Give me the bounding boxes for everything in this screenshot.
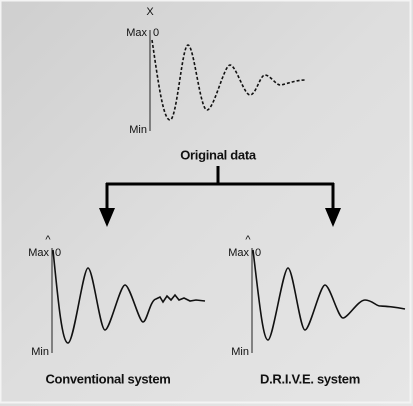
axis-label: X	[146, 6, 154, 18]
axis-label: ^	[245, 234, 251, 246]
max-label: Max	[28, 247, 49, 259]
curve	[151, 39, 306, 121]
zero-label: 0	[153, 27, 159, 39]
conventional-chart: ^ Max 0 Min Conventional system	[28, 234, 206, 386]
arrows	[105, 166, 335, 212]
caption: Original data	[180, 147, 257, 162]
curve	[252, 249, 406, 341]
caption: Conventional system	[45, 371, 170, 386]
arrow-head	[325, 208, 341, 227]
max-label: Max	[126, 27, 147, 39]
max-label: Max	[228, 247, 249, 259]
original-chart: X Max 0 Min Original data	[126, 6, 306, 162]
zero-label: 0	[255, 247, 261, 259]
min-label: Min	[129, 124, 147, 136]
caption: D.R.I.V.E. system	[260, 371, 360, 386]
drive-chart: ^ Max 0 Min D.R.I.V.E. system	[228, 234, 406, 386]
zero-label: 0	[55, 247, 61, 259]
curve	[52, 249, 206, 344]
axis-label: ^	[45, 234, 51, 246]
min-label: Min	[31, 346, 49, 358]
min-label: Min	[231, 346, 249, 358]
arrow-head	[99, 208, 115, 227]
